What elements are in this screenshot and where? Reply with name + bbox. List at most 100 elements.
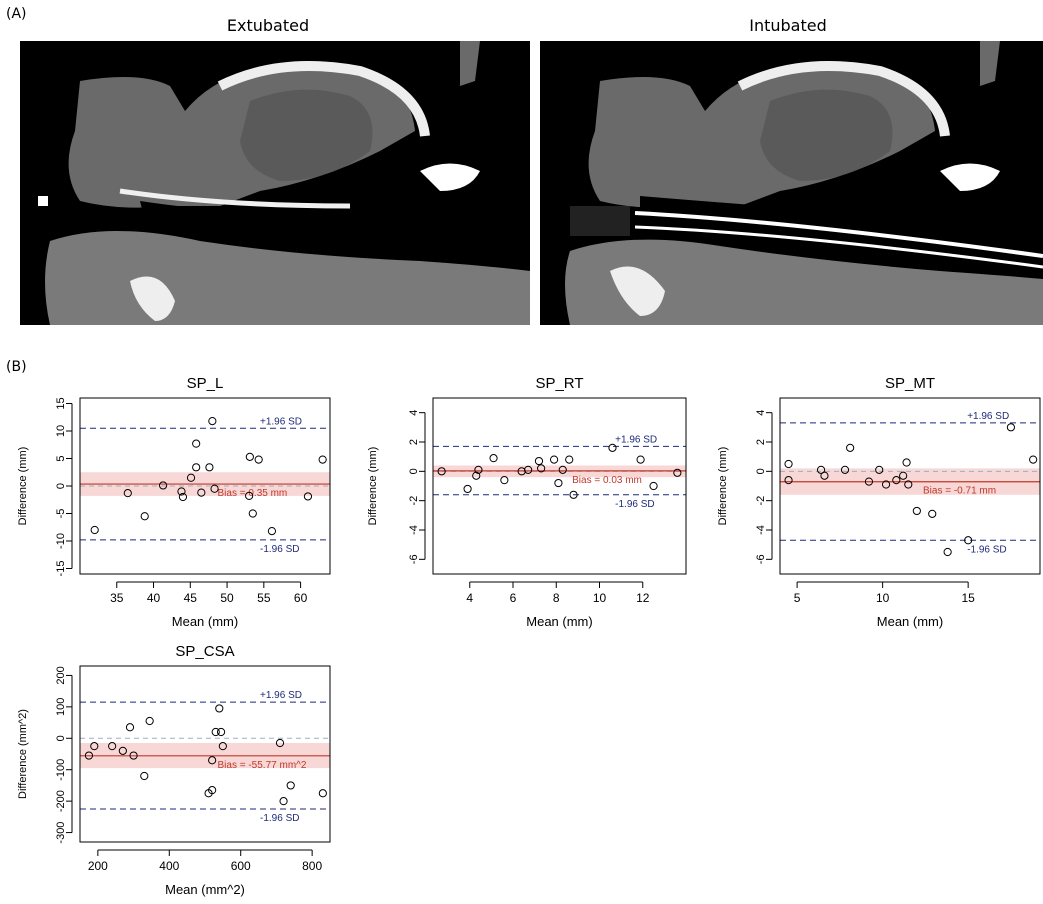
x-tick-label: 50 [220, 591, 234, 605]
y-tick-label: -6 [408, 554, 420, 564]
x-tick-label: 600 [231, 859, 251, 873]
data-point [537, 464, 546, 473]
data-point [904, 480, 913, 489]
x-tick-label: 40 [147, 591, 161, 605]
data-point [118, 746, 127, 755]
x-tick-label: 45 [184, 591, 198, 605]
y-tick-label: 5 [55, 455, 67, 461]
y-axis-label: Difference (mm) [367, 447, 379, 526]
data-point [215, 704, 224, 713]
sp-mt-chart: SP_MT +1.96 SD -1.96 SD Bias = -0.71 mm 5 10 1… [717, 375, 1041, 629]
data-point [472, 471, 481, 480]
y-tick-label: 0 [55, 483, 67, 489]
chart-title: SP_CSA [175, 643, 234, 660]
data-point [178, 492, 188, 502]
x-tick-label: 6 [510, 591, 517, 605]
y-tick-label: 2 [755, 439, 767, 445]
data-point [84, 751, 94, 760]
plot-frame [779, 397, 1041, 575]
y-axis-label: Difference (mm) [717, 447, 729, 526]
data-point [90, 525, 99, 535]
y-tick-label: 4 [408, 410, 420, 416]
y-tick-label: -200 [55, 790, 67, 812]
extubated-title: Extubated [226, 16, 310, 35]
data-point [673, 468, 682, 477]
y-tick-label: -2 [408, 496, 420, 506]
y-tick-label: -4 [408, 525, 420, 535]
data-point [267, 527, 277, 536]
intubated-ct-drawing [565, 41, 1043, 325]
y-tick-label: 2 [408, 439, 420, 445]
data-point [177, 487, 186, 496]
data-point [129, 751, 138, 760]
bias-label: Bias = -0.71 mm [923, 486, 996, 497]
y-tick-label: -5 [55, 509, 67, 519]
data-point [197, 488, 206, 497]
data-point [558, 465, 567, 474]
data-point [902, 458, 911, 467]
upper-limit-label: +1.96 SD [260, 416, 302, 427]
y-tick-label: -10 [55, 533, 67, 549]
y-tick-label: 0 [55, 735, 67, 741]
y-axis-label: Difference (mm^2) [17, 709, 29, 799]
data-point [864, 477, 874, 486]
bias-label: Bias = -55.77 mm^2 [218, 760, 307, 771]
panel-a-label: (A) [6, 6, 27, 22]
x-tick-label: 400 [159, 859, 179, 873]
data-point [208, 756, 217, 765]
x-tick-label: 55 [257, 591, 271, 605]
data-point [943, 547, 952, 557]
y-tick-label: 15 [55, 397, 67, 409]
x-tick-label: 35 [110, 591, 124, 605]
y-tick-label: 0 [408, 468, 420, 474]
y-tick-label: 200 [55, 666, 67, 684]
y-axis-label: Difference (mm) [17, 447, 29, 526]
x-tick-label: 12 [636, 591, 650, 605]
lower-limit-label: -1.96 SD [260, 544, 299, 555]
x-axis-label: Mean (mm) [877, 614, 943, 629]
data-point [245, 491, 254, 501]
data-point [892, 476, 901, 485]
upper-limit-label: +1.96 SD [615, 434, 657, 445]
sp-rt-chart: SP_RT +1.96 SD -1.96 SD Bias = 0.03 mm 4 6 8 10… [367, 375, 687, 629]
data-point [216, 727, 226, 737]
y-tick-label: -100 [55, 759, 67, 781]
data-point [286, 781, 295, 790]
data-point [192, 463, 201, 472]
data-point [279, 797, 288, 806]
data-point [649, 481, 658, 491]
data-point [928, 509, 937, 518]
x-axis-label: Mean (mm^2) [165, 882, 245, 897]
x-axis-label: Mean (mm) [172, 614, 238, 629]
data-point [816, 465, 826, 474]
data-point [125, 723, 135, 732]
upper-limit-label: +1.96 SD [260, 690, 302, 701]
x-tick-label: 15 [961, 591, 975, 605]
data-point [524, 465, 533, 474]
plot-frame [79, 397, 331, 575]
data-point [463, 484, 472, 494]
data-point [840, 465, 850, 474]
data-point [303, 492, 313, 501]
x-tick-label: 4 [466, 591, 473, 605]
data-point [186, 473, 196, 482]
x-tick-label: 10 [876, 591, 890, 605]
lower-limit-label: -1.96 SD [967, 544, 1006, 555]
data-point [437, 467, 446, 476]
data-point [318, 789, 327, 798]
data-point [210, 484, 219, 493]
extubated-ct-image [20, 41, 530, 325]
data-point [964, 536, 973, 545]
y-tick-label: -300 [55, 822, 67, 844]
extubated-ct-drawing [38, 41, 530, 325]
lower-limit-label: -1.96 SD [260, 813, 299, 824]
y-tick-label: 100 [55, 698, 67, 716]
data-point [211, 727, 220, 737]
x-tick-label: 8 [553, 591, 560, 605]
x-tick-label: 200 [88, 859, 108, 873]
y-tick-label: -6 [755, 554, 767, 564]
chart-title: SP_RT [535, 375, 583, 392]
data-point [318, 455, 327, 464]
data-point [554, 478, 563, 488]
